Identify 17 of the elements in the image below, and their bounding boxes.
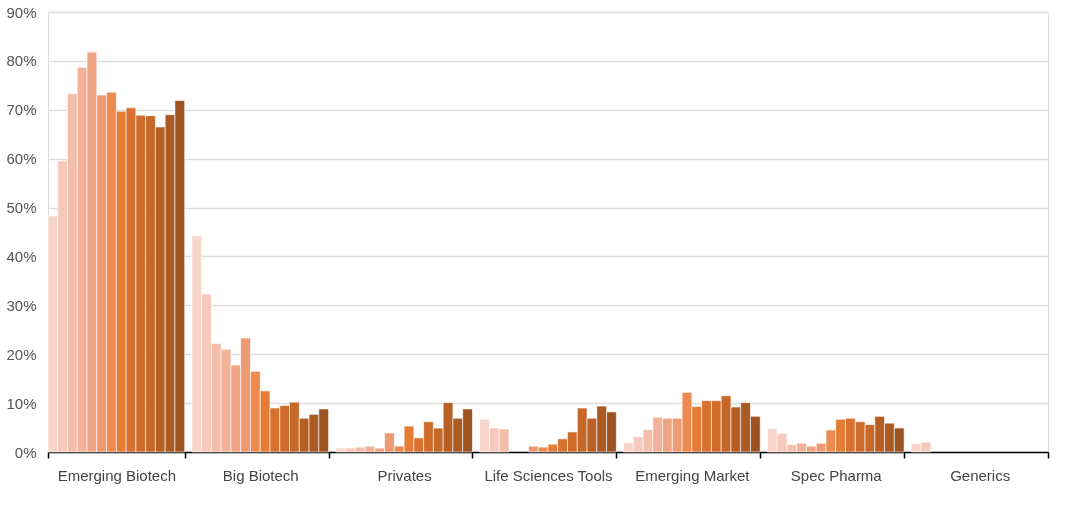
- x-tick-label: Spec Pharma: [790, 466, 883, 484]
- y-tick-label: 50%: [6, 199, 37, 217]
- x-tick-label: Generics: [950, 466, 1011, 484]
- y-tick-label: 10%: [6, 394, 37, 412]
- y-tick-label: 20%: [6, 345, 37, 363]
- x-tick-label: Emerging Biotech: [57, 466, 177, 484]
- y-tick-label: 40%: [6, 247, 37, 265]
- y-tick-label: 30%: [6, 296, 37, 314]
- y-tick-label: 70%: [6, 101, 37, 119]
- x-tick-label: Life Sciences Tools: [484, 466, 613, 484]
- y-tick-label: 80%: [6, 52, 37, 70]
- x-tick-label: Privates: [377, 466, 432, 484]
- x-tick-label: Emerging Market: [635, 466, 751, 484]
- y-tick-label: 60%: [6, 150, 37, 168]
- y-tick-label: 0%: [14, 443, 37, 461]
- x-tick-label: Big Biotech: [222, 466, 299, 484]
- y-tick-label: 90%: [6, 3, 37, 21]
